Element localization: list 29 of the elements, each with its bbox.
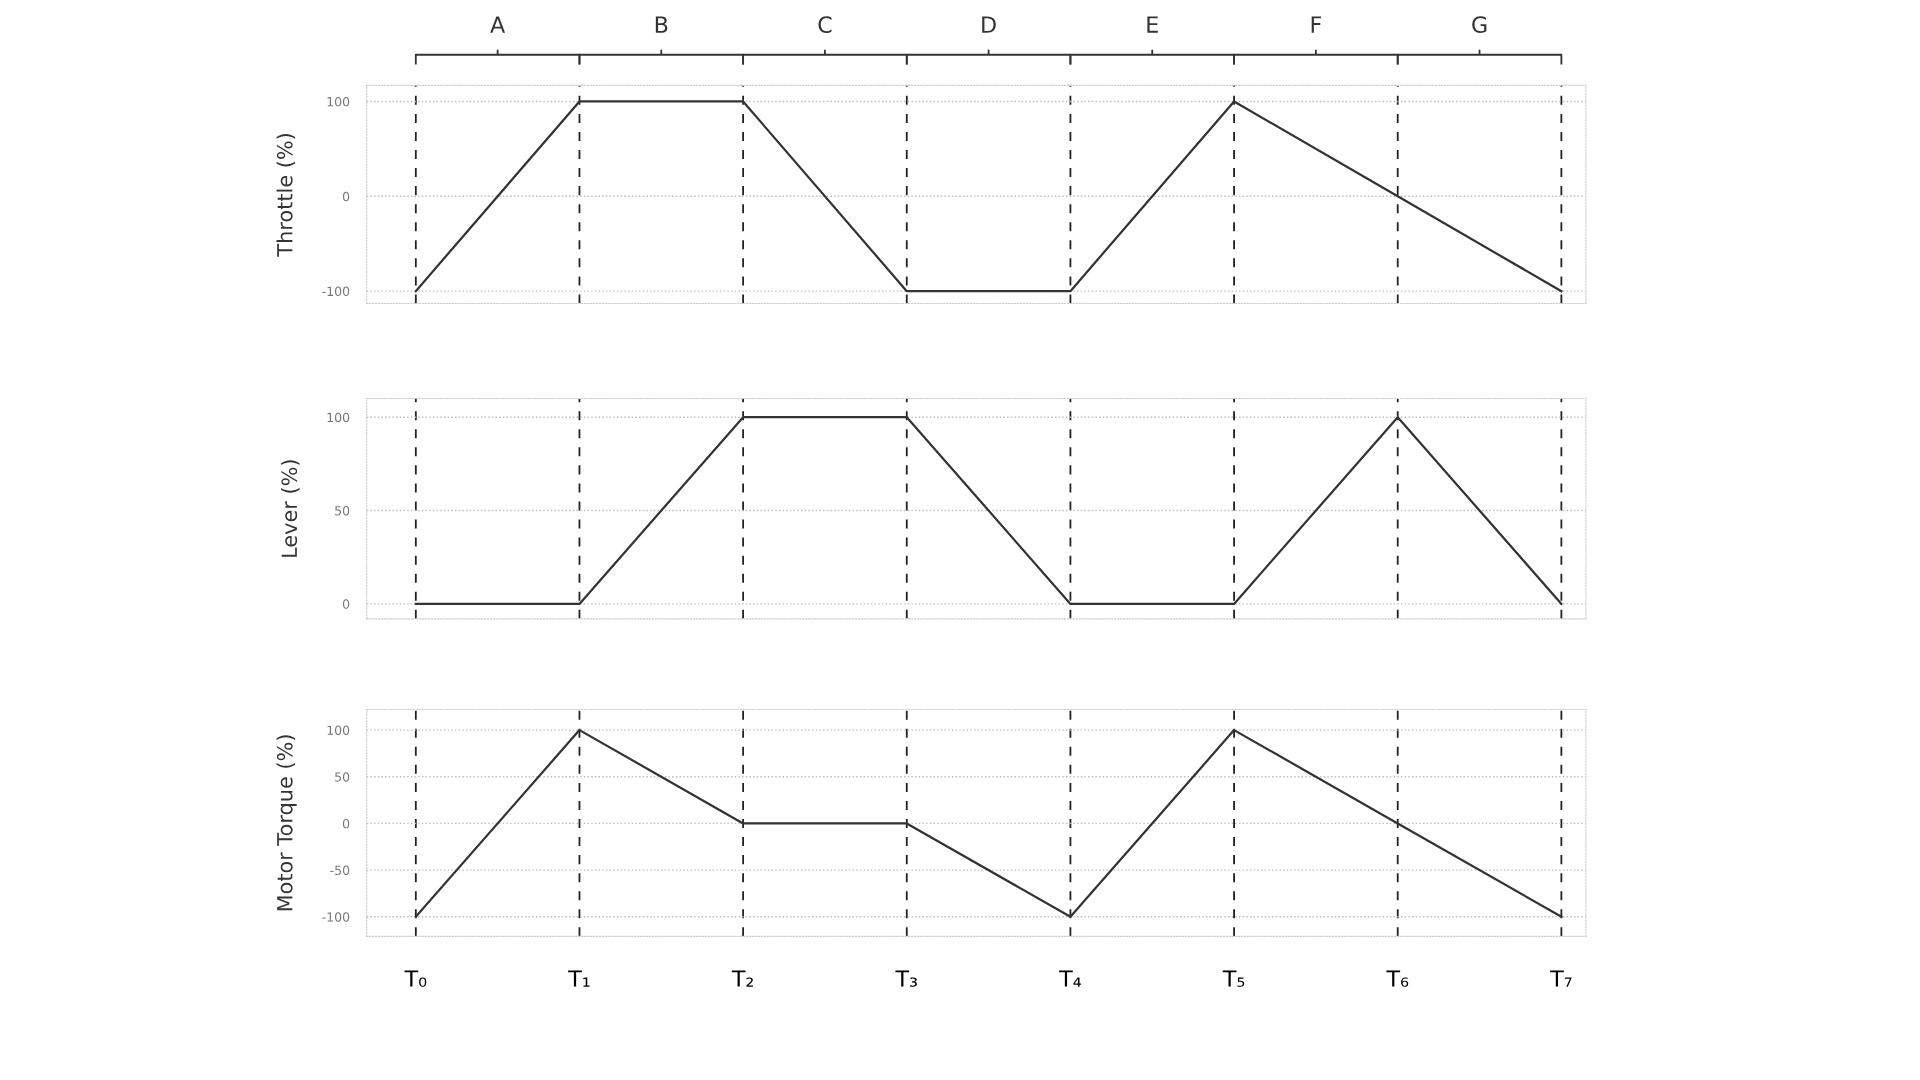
x-tick-label: T₇ — [1550, 970, 1572, 987]
y-tick-label: 0 — [342, 191, 350, 202]
text: B — [655, 16, 668, 33]
text: F — [1311, 16, 1321, 33]
x-tick-label: T₂ — [731, 970, 753, 987]
text: G — [1472, 16, 1487, 34]
x-tick-label: T₁ — [568, 970, 590, 987]
x-tick-label: T₅ — [1222, 970, 1245, 987]
y-axis-title: Motor Torque (%) — [276, 735, 297, 911]
y-tick-label: 100 — [327, 412, 350, 423]
y-axis-title: Lever (%) — [281, 460, 300, 557]
x-tick-label: T₄ — [1059, 970, 1081, 987]
y-tick-label: 50 — [335, 772, 350, 782]
y-tick-label: 100 — [327, 725, 350, 736]
y-tick-label: -100 — [322, 912, 350, 922]
y-tick-label: 100 — [327, 96, 350, 107]
y-axis-title: Throttle (%) — [276, 133, 296, 257]
text: C — [818, 16, 832, 34]
x-tick-label: T₆ — [1386, 970, 1409, 987]
y-tick-label: 0 — [342, 599, 350, 609]
x-tick-label: T₃ — [895, 970, 917, 987]
y-tick-label: 0 — [342, 818, 350, 829]
text: A — [490, 16, 506, 33]
x-tick-label: T₀ — [404, 970, 427, 987]
text: D — [982, 16, 996, 33]
y-tick-label: -50 — [330, 865, 350, 876]
text: E — [1147, 16, 1158, 33]
y-tick-label: 50 — [335, 506, 350, 516]
y-tick-label: -100 — [322, 286, 350, 297]
